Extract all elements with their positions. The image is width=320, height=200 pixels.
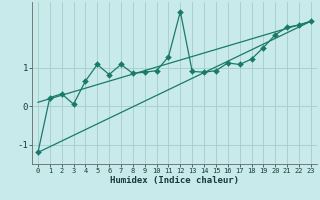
X-axis label: Humidex (Indice chaleur): Humidex (Indice chaleur)	[110, 176, 239, 185]
